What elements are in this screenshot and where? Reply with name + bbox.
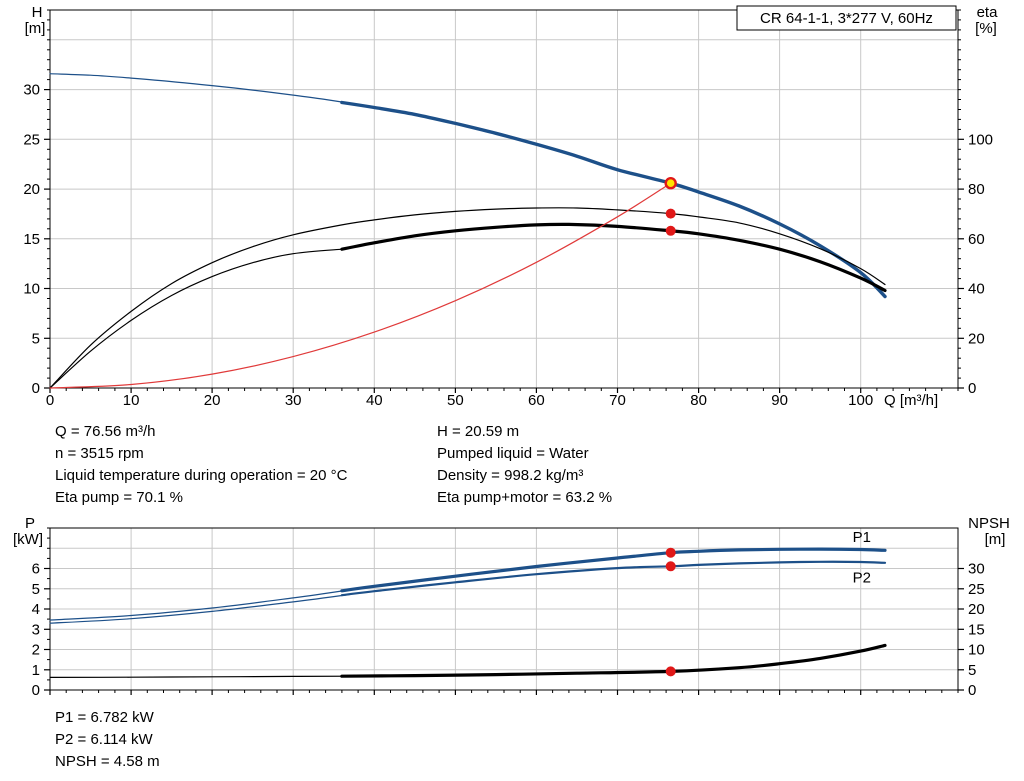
p1-curve — [340, 547, 887, 593]
left-axis-tick-label: 1 — [32, 662, 40, 679]
left-axis-tick-label: 5 — [32, 330, 40, 347]
right-axis-tick-label: 20 — [968, 330, 985, 347]
right-axis-tick-label: 40 — [968, 281, 985, 298]
right-axis-tick-label: 25 — [968, 581, 985, 598]
x-axis-tick-label: 100 — [848, 392, 873, 409]
eta-pump-value: Eta pump = 70.1 % — [55, 489, 183, 506]
x-axis-tick-label: 0 — [46, 392, 54, 409]
left-axis-tick-label: 25 — [23, 131, 40, 148]
system-curve — [49, 182, 672, 389]
left-axis-tick-label: 15 — [23, 231, 40, 248]
eta-pump-curve — [49, 207, 886, 389]
right-axis-tick-label: 20 — [968, 601, 985, 618]
p1-point — [665, 547, 676, 558]
x-axis-tick-label: 70 — [609, 392, 626, 409]
density-value: Density = 998.2 kg/m³ — [437, 467, 584, 484]
x-axis-tick-label: 50 — [447, 392, 464, 409]
right-axis-tick-label: 5 — [968, 662, 976, 679]
left-axis-tick-label: 0 — [32, 380, 40, 397]
right-axis-unit: [m] — [985, 531, 1006, 548]
x-axis-title: Q [m³/h] — [884, 392, 938, 409]
power-npsh-chart: 0 1 2 3 4 5 6 0 5 10 15 20 25 30 P1 P2 P[kW] NPSH[m] — [13, 515, 1010, 699]
x-axis-tick-label: 80 — [690, 392, 707, 409]
right-axis-title: NPSH — [968, 515, 1010, 532]
x-axis-tick-label: 90 — [771, 392, 788, 409]
left-axis-tick-label: 0 — [32, 682, 40, 699]
right-axis-tick-label: 0 — [968, 682, 976, 699]
right-axis-unit: [%] — [975, 20, 997, 37]
liquid-temperature-value: Liquid temperature during operation = 20… — [55, 467, 348, 484]
right-axis-tick-label: 60 — [968, 231, 985, 248]
operating-data-right: H = 20.59 m Pumped liquid = Water Densit… — [437, 421, 612, 509]
operating-data-left: Q = 76.56 m³/h n = 3515 rpm Liquid tempe… — [55, 421, 347, 509]
npsh-curve-low-flow — [49, 675, 351, 678]
p1-curve-low-flow — [49, 589, 351, 621]
left-axis-title: P — [25, 515, 35, 532]
x-axis-tick-label: 30 — [285, 392, 302, 409]
hq-curve — [340, 100, 887, 299]
eta-pump-motor-point — [665, 225, 676, 236]
left-axis-tick-label: 2 — [32, 642, 40, 659]
p2-curve-low-flow — [49, 593, 351, 624]
flow-value: Q = 76.56 m³/h — [55, 423, 156, 440]
pumped-liquid-value: Pumped liquid = Water — [437, 445, 589, 462]
npsh-value: NPSH = 4.58 m — [55, 753, 160, 770]
eta-pump-motor-curve-low-flow — [49, 248, 343, 389]
p2-point — [665, 561, 676, 572]
p2-curve-label: P2 — [853, 570, 871, 587]
right-axis-tick-label: 10 — [968, 642, 985, 659]
x-axis-tick-label: 10 — [123, 392, 140, 409]
x-axis-tick-label: 40 — [366, 392, 383, 409]
x-axis-tick-label: 60 — [528, 392, 545, 409]
left-axis-tick-label: 6 — [32, 561, 40, 578]
eta-pump-point — [665, 208, 676, 219]
left-axis-title: H — [32, 4, 43, 21]
p2-curve — [340, 560, 887, 597]
chart-title: CR 64-1-1, 3*277 V, 60Hz — [760, 10, 933, 27]
hq-eta-chart: 0 5 10 15 20 25 30 0 20 40 60 80 100 0 10 20 30 40 50 60 70 8… — [23, 4, 999, 409]
left-axis-tick-label: 5 — [32, 581, 40, 598]
right-axis-tick-label: 30 — [968, 561, 985, 578]
left-axis-unit: [m] — [25, 20, 46, 37]
left-axis-tick-label: 20 — [23, 181, 40, 198]
duty-point — [664, 176, 677, 190]
eta-pump-motor-value: Eta pump+motor = 63.2 % — [437, 489, 613, 506]
left-axis-tick-label: 10 — [23, 281, 40, 298]
eta-pump-motor-curve — [340, 222, 887, 293]
p1-curve-label: P1 — [853, 529, 871, 546]
speed-value: n = 3515 rpm — [55, 445, 144, 462]
npsh-point — [665, 666, 676, 677]
p2-value: P2 = 6.114 kW — [55, 731, 153, 748]
p1-value: P1 = 6.782 kW — [55, 709, 154, 726]
hq-curve-low-flow — [49, 73, 359, 106]
left-axis-tick-label: 4 — [32, 601, 40, 618]
right-axis-title: eta — [977, 4, 999, 21]
left-axis-tick-label: 30 — [23, 82, 40, 99]
right-axis-tick-label: 0 — [968, 380, 976, 397]
power-npsh-data: P1 = 6.782 kW P2 = 6.114 kW NPSH = 4.58 … — [55, 707, 160, 773]
left-axis-unit: [kW] — [13, 531, 43, 548]
left-axis-tick-label: 3 — [32, 621, 40, 638]
right-axis-tick-label: 80 — [968, 181, 985, 198]
npsh-curve — [340, 643, 887, 678]
right-axis-tick-label: 100 — [968, 131, 993, 148]
head-value: H = 20.59 m — [437, 423, 520, 440]
right-axis-tick-label: 15 — [968, 621, 985, 638]
x-axis-tick-label: 20 — [204, 392, 221, 409]
chart-title-box — [736, 5, 957, 31]
plot-frame — [49, 9, 959, 389]
